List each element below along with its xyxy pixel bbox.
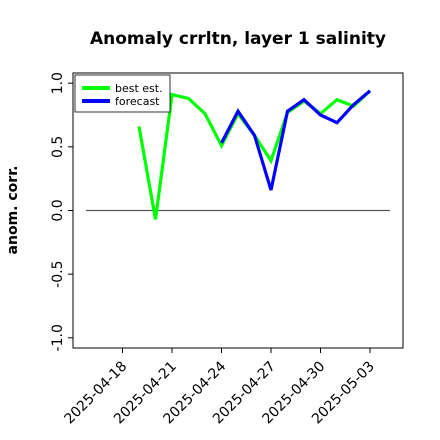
legend-label-forecast: forecast [115, 95, 160, 108]
series-layer [137, 89, 372, 220]
legend: best est. forecast [74, 74, 171, 113]
legend-label-best-est: best est. [115, 82, 163, 95]
y-tick-label: 1.0 [50, 72, 66, 94]
chart-title: Anomaly crrltn, layer 1 salinity [90, 29, 386, 49]
y-axis-label: anom. corr. [5, 166, 21, 255]
legend-box [74, 74, 171, 113]
y-tick-label: 0.0 [50, 199, 66, 221]
series-line-best-est- [137, 89, 372, 220]
series-line-forecast [220, 89, 372, 191]
y-ticks: 1.0 0.5 0.0 -0.5 -1.0 [50, 72, 73, 351]
y-tick-label: -0.5 [50, 260, 66, 287]
x-ticks: 2025-04-182025-04-212025-04-242025-04-27… [61, 348, 378, 427]
y-tick-label: 0.5 [50, 136, 66, 158]
y-tick-label: -1.0 [50, 324, 66, 351]
